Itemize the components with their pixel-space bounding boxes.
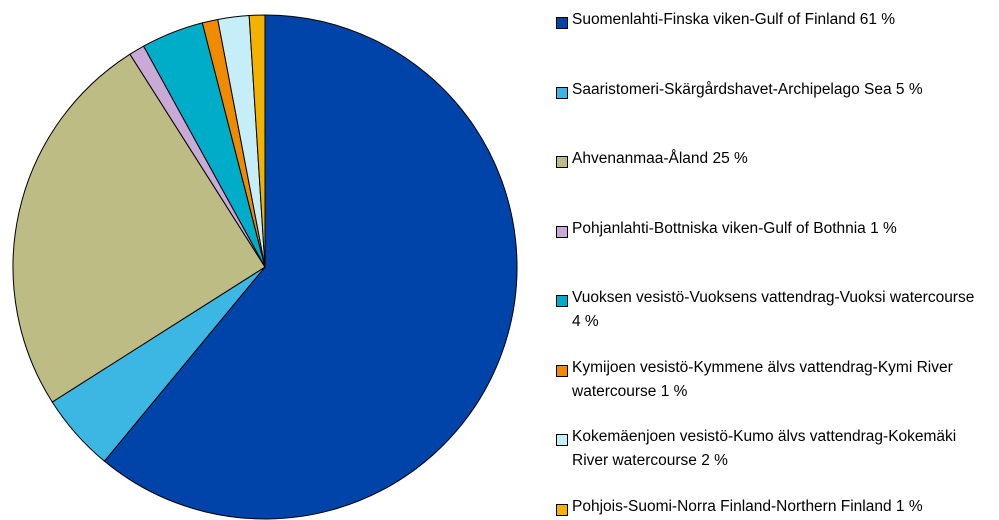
legend-swatch	[556, 86, 568, 99]
legend-swatch	[556, 225, 568, 238]
pie-slice	[103, 14, 518, 520]
legend-label: Saaristomeri-Skärgårdshavet-Archipelago …	[572, 80, 923, 98]
pie-slice	[248, 14, 266, 268]
legend-swatch	[556, 156, 568, 168]
legend-swatch	[556, 364, 568, 377]
legend-swatch	[556, 434, 568, 446]
legend-label: Kokemäenjoen vesistö-Kumo älvs vattendra…	[572, 428, 957, 469]
legend-swatch	[556, 17, 568, 29]
pie-slice	[12, 53, 266, 403]
legend-label: Kymijoen vesistö-Kymmene älvs vattendrag…	[572, 358, 953, 400]
legend-label: Ahvenanmaa-Åland 25 %	[572, 150, 748, 167]
legend-label: Pohjois-Suomi-Norra Finland-Northern Fin…	[572, 497, 923, 515]
legend-item: Kokemäenjoen vesistö-Kumo älvs vattendra…	[556, 428, 986, 473]
legend-swatch	[556, 503, 568, 516]
pie-chart	[12, 14, 518, 520]
legend-item: Pohjois-Suomi-Norra Finland-Northern Fin…	[556, 498, 986, 519]
legend-swatch	[556, 295, 568, 307]
legend-label: Vuoksen vesistö-Vuoksens vattendrag-Vuok…	[572, 289, 975, 330]
legend-item: Saaristomeri-Skärgårdshavet-Archipelago …	[556, 81, 986, 102]
legend: Suomenlahti-Finska viken-Gulf of Finland…	[556, 0, 996, 520]
legend-item: Vuoksen vesistö-Vuoksens vattendrag-Vuok…	[556, 289, 986, 334]
legend-label: Pohjanlahti-Bottniska viken-Gulf of Both…	[572, 219, 897, 237]
legend-item: Suomenlahti-Finska viken-Gulf of Finland…	[556, 11, 986, 32]
legend-item: Ahvenanmaa-Åland 25 %	[556, 150, 986, 171]
legend-label: Suomenlahti-Finska viken-Gulf of Finland…	[572, 11, 896, 28]
legend-item: Kymijoen vesistö-Kymmene älvs vattendrag…	[556, 359, 986, 404]
legend-item: Pohjanlahti-Bottniska viken-Gulf of Both…	[556, 220, 986, 241]
